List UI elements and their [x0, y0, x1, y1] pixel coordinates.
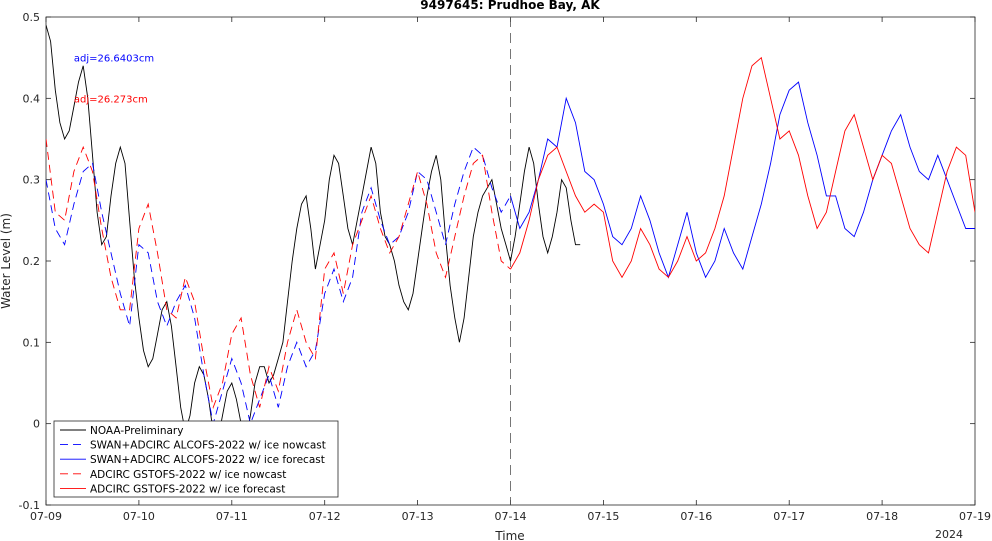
adjustment-annotation: adj=26.273cm: [74, 94, 148, 105]
legend-label: ADCIRC GSTOFS-2022 w/ ice forecast: [90, 483, 285, 495]
x-tick-label: 07-19: [959, 510, 991, 523]
y-tick-label: 0.2: [23, 255, 41, 268]
series-line-1: [46, 146, 511, 426]
y-tick-label: 0.3: [23, 174, 41, 187]
x-tick-label: 07-09: [30, 510, 62, 523]
y-tick-label: -0.1: [19, 499, 40, 512]
x-tick-label: 07-14: [495, 510, 527, 523]
x-tick-label: 07-12: [309, 510, 341, 523]
legend-label: ADCIRC GSTOFS-2022 w/ ice nowcast: [90, 469, 286, 481]
y-axis-label: Water Level (m): [0, 213, 13, 309]
year-label: 2024: [935, 528, 963, 541]
x-tick-label: 07-11: [216, 510, 248, 523]
series-line-3: [46, 138, 511, 410]
legend: NOAA-Preliminary SWAN+ADCIRC ALCOFS-2022 …: [53, 420, 339, 498]
legend-label: SWAN+ADCIRC ALCOFS-2022 w/ ice forecast: [90, 454, 325, 466]
x-tick-label: 07-15: [587, 510, 619, 523]
legend-label: NOAA-Preliminary: [90, 425, 183, 437]
x-tick-label: 07-17: [773, 510, 805, 523]
y-tick-label: 0: [33, 418, 40, 431]
legend-box: [53, 420, 339, 498]
x-tick-label: 07-16: [680, 510, 712, 523]
chart-title: 9497645: Prudhoe Bay, AK: [420, 0, 600, 12]
y-tick-label: 0.1: [23, 336, 41, 349]
x-tick-label: 07-18: [866, 510, 898, 523]
series-line-4: [510, 56, 975, 279]
legend-label: SWAN+ADCIRC ALCOFS-2022 w/ ice nowcast: [90, 440, 326, 452]
x-tick-labels: 07-09 07-10 07-11 07-12 07-13 07-14 07-15 07-16…: [30, 510, 991, 523]
y-tick-labels: -0.1 0 0.1 0.2 0.3 0.4 0.5: [19, 11, 40, 512]
series-line-0: [46, 24, 581, 442]
adjustment-annotation: adj=26.6403cm: [74, 54, 154, 65]
annotations: adj=26.6403cm adj=26.273cm: [74, 54, 154, 106]
x-axis-label: Time: [494, 529, 524, 541]
y-tick-label: 0.5: [23, 11, 41, 24]
x-tick-label: 07-13: [402, 510, 434, 523]
series-line-2: [510, 81, 975, 279]
series-layer: [46, 24, 975, 442]
axis-ticks: [45, 16, 976, 506]
y-tick-label: 0.4: [23, 92, 41, 105]
x-tick-label: 07-10: [123, 510, 155, 523]
